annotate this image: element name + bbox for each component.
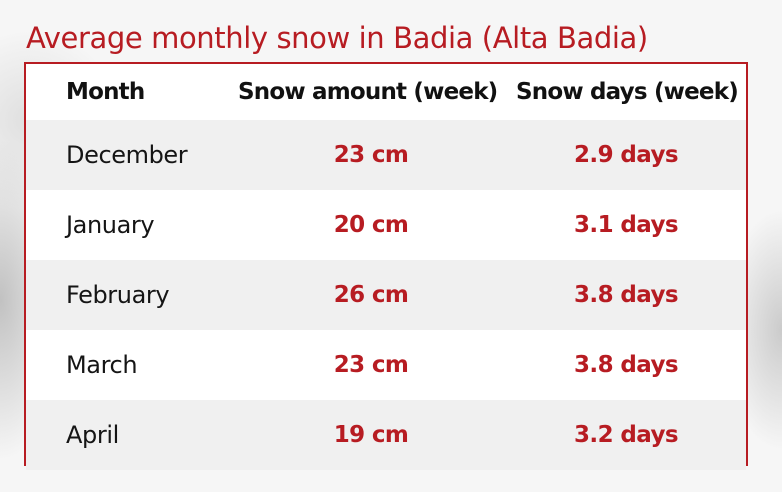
table-row: February 26 cm 3.8 days xyxy=(26,260,746,330)
table-row: January 20 cm 3.1 days xyxy=(26,190,746,260)
table-header-row: Month Snow amount (week) Snow days (week… xyxy=(26,64,746,120)
cell-snow-amount: 20 cm xyxy=(333,212,409,238)
cell-month: February xyxy=(66,281,170,309)
cell-snow-amount: 23 cm xyxy=(333,142,409,168)
cell-snow-days: 3.8 days xyxy=(574,282,679,308)
cell-snow-days: 3.2 days xyxy=(574,422,679,448)
table-row: April 19 cm 3.2 days xyxy=(26,400,746,470)
snow-table: Month Snow amount (week) Snow days (week… xyxy=(24,62,748,470)
cell-snow-days: 3.1 days xyxy=(574,212,679,238)
cell-month: April xyxy=(66,421,119,449)
table-row: December 23 cm 2.9 days xyxy=(26,120,746,190)
cell-snow-amount: 19 cm xyxy=(333,422,409,448)
column-header-month: Month xyxy=(66,79,145,105)
cell-month: January xyxy=(66,211,155,239)
column-header-snow-amount: Snow amount (week) xyxy=(238,79,498,105)
table-row: March 23 cm 3.8 days xyxy=(26,330,746,400)
cell-snow-amount: 23 cm xyxy=(333,352,409,378)
cell-month: March xyxy=(66,351,138,379)
cell-snow-amount: 26 cm xyxy=(333,282,409,308)
cell-snow-days: 3.8 days xyxy=(574,352,679,378)
page-title: Average monthly snow in Badia (Alta Badi… xyxy=(26,21,648,55)
cell-month: December xyxy=(66,141,188,169)
cell-snow-days: 2.9 days xyxy=(574,142,679,168)
column-header-snow-days: Snow days (week) xyxy=(516,79,739,105)
